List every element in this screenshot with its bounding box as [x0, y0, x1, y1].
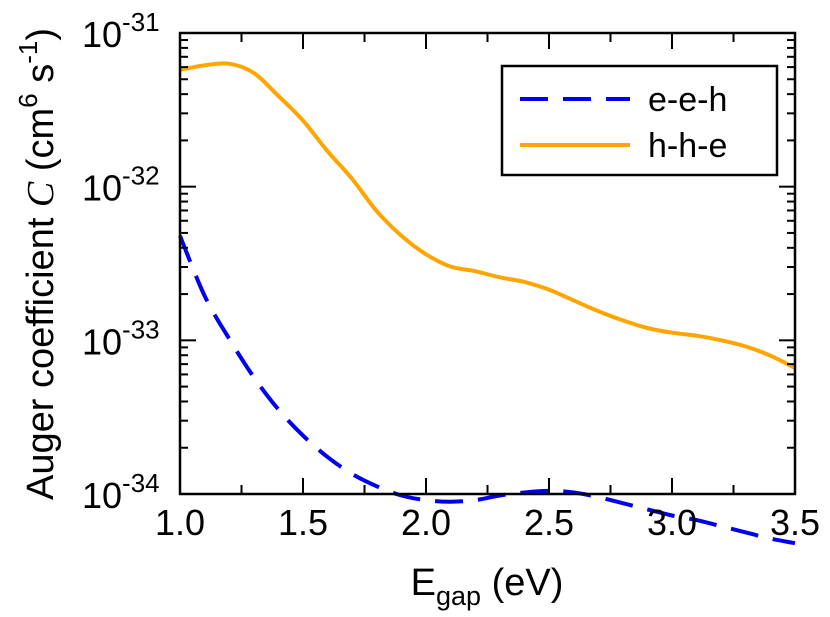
ticks-layer: 1.0 1.5 2.0 2.5 3.0 3.5 10-31 10-32 10-33 10-34 — [82, 7, 820, 543]
y-tick-label: 10-31 — [82, 7, 160, 55]
x-tick-label: 2.0 — [401, 502, 451, 543]
legend: e-e-h h-h-e — [500, 64, 779, 177]
y-axis-title-exp6: 6 — [13, 93, 43, 107]
y-axis-title-expm1: -1 — [13, 41, 43, 64]
x-axis-title-sub: gap — [436, 581, 481, 611]
y-axis-title-symbol: C — [20, 181, 62, 207]
plot-frame — [178, 31, 797, 496]
series-line-e-e-h — [178, 235, 796, 546]
x-tick-label: 3.5 — [770, 502, 820, 543]
y-axis-title-close: ) — [20, 28, 62, 41]
y-axis-title-units: (cm — [20, 108, 62, 182]
y-tick-label: 10-34 — [82, 468, 160, 516]
x-tick-label: 1.0 — [155, 502, 205, 543]
x-axis-title: Egap (eV) — [411, 562, 564, 611]
x-axis-title-rest: (eV) — [481, 562, 563, 604]
legend-label-h-h-e: h-h-e — [648, 127, 727, 165]
x-tick-label: 1.5 — [278, 502, 328, 543]
series-line-h-h-e — [179, 61, 796, 370]
x-tick-label: 2.5 — [524, 502, 574, 543]
y-axis-title-text: Auger coefficient — [20, 207, 62, 500]
series-layer — [178, 61, 796, 546]
x-tick-label: 3.0 — [647, 502, 697, 543]
legend-box — [500, 64, 779, 177]
x-axis-title-main: E — [411, 562, 436, 604]
y-axis-title: Auger coefficient C (cm6 s-1) — [13, 28, 62, 500]
y-tick-label: 10-33 — [82, 314, 160, 362]
y-tick-label: 10-32 — [82, 161, 160, 209]
y-axis-title-s: s — [20, 64, 62, 94]
legend-label-e-e-h: e-e-h — [648, 81, 727, 119]
